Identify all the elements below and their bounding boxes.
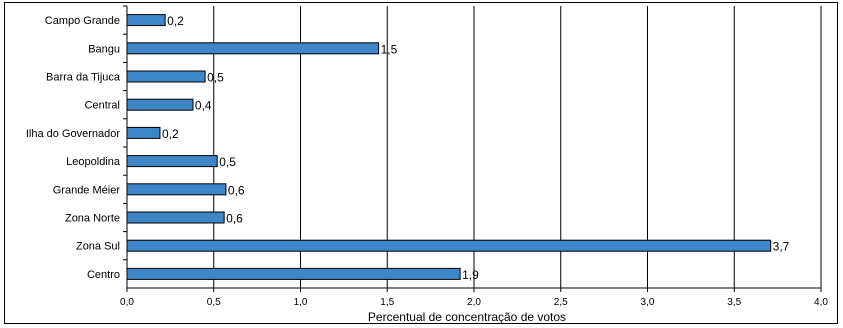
bar (126, 42, 380, 55)
data-label: 1,9 (462, 268, 479, 282)
bars (126, 14, 772, 280)
x-tick-label: 3,5 (727, 297, 741, 308)
bar (126, 267, 461, 280)
data-label: 3,7 (773, 240, 790, 254)
bar (126, 239, 772, 252)
category-label: Centro (87, 269, 120, 281)
category-labels: Campo Grande Bangu Barra da Tijuca Central I… (26, 15, 121, 281)
category-label: Campo Grande (45, 15, 120, 27)
category-label: Grande Méier (53, 184, 121, 196)
value-labels: 0,2 1,5 0,5 0,4 0,2 0,5 0,6 0,6 3,7 1,9 (162, 14, 790, 282)
data-label: 0,2 (162, 127, 179, 141)
x-tick-label: 1,0 (294, 297, 308, 308)
bar (126, 211, 225, 224)
data-label: 0,5 (207, 71, 224, 85)
bar (126, 14, 166, 27)
x-tick-label: 2,0 (467, 297, 481, 308)
x-tick-label: 4,0 (814, 297, 828, 308)
bar (126, 70, 206, 83)
category-label: Barra da Tijuca (46, 72, 121, 84)
x-tick-label: 0,5 (207, 297, 221, 308)
x-tick-labels: 0,0 0,5 1,0 1,5 2,0 2,5 3,0 3,5 4,0 (120, 297, 828, 308)
category-label: Leopoldina (66, 156, 121, 168)
data-label: 0,6 (228, 183, 245, 197)
x-axis-title: Percentual de concentração de votos (368, 310, 566, 324)
bar (126, 98, 194, 111)
data-label: 0,4 (195, 99, 212, 113)
bar (126, 183, 227, 196)
x-tick-label: 3,0 (641, 297, 655, 308)
category-label: Ilha do Governador (26, 128, 121, 140)
bar (126, 155, 218, 168)
data-label: 1,5 (381, 42, 398, 56)
x-tick-label: 2,5 (554, 297, 568, 308)
category-label: Bangu (88, 43, 120, 55)
data-label: 0,2 (167, 14, 184, 28)
x-tick-label: 1,5 (380, 297, 394, 308)
data-label: 0,6 (226, 212, 243, 226)
x-tick-label: 0,0 (120, 297, 134, 308)
category-label: Zona Norte (65, 213, 120, 225)
bar (126, 126, 161, 139)
category-label: Central (85, 100, 120, 112)
data-label: 0,5 (219, 155, 236, 169)
category-label: Zona Sul (76, 241, 120, 253)
